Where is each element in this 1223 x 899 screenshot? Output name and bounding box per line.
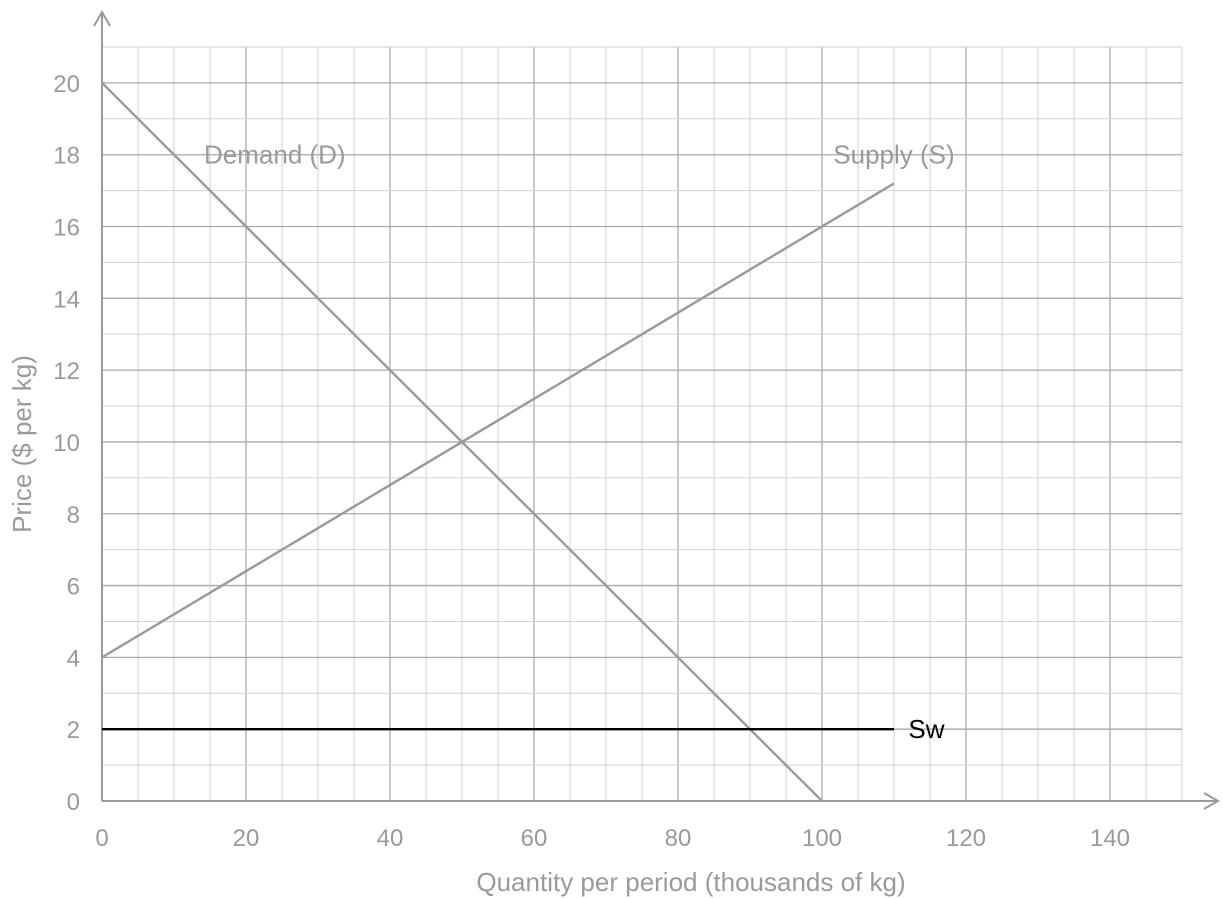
x-axis-title: Quantity per period (thousands of kg)	[476, 867, 905, 897]
x-tick-label: 80	[665, 825, 692, 852]
y-tick-label: 20	[53, 71, 80, 98]
y-axis-title: Price ($ per kg)	[7, 355, 37, 533]
y-tick-label: 10	[53, 430, 80, 457]
y-tick-label: 0	[67, 789, 80, 816]
series-label: Supply (S)	[833, 140, 954, 170]
x-tick-label: 20	[233, 825, 260, 852]
y-tick-label: 8	[67, 502, 80, 529]
x-tick-label: 120	[946, 825, 986, 852]
x-tick-label: 60	[521, 825, 548, 852]
x-tick-labels: 0 20 40 60 80 100 120 140	[95, 825, 1130, 852]
y-tick-labels: 0 2 4 6 8 10 12 14 16 18 20	[53, 71, 80, 816]
x-tick-label: 100	[802, 825, 842, 852]
series-label: Demand (D)	[204, 140, 346, 170]
y-tick-label: 18	[53, 143, 80, 170]
x-axis-arrow	[1203, 792, 1221, 810]
y-tick-label: 16	[53, 215, 80, 242]
series-labels: Demand (D) Supply (S) Sw	[204, 140, 955, 744]
x-tick-label: 0	[95, 825, 108, 852]
series-label: Sw	[908, 714, 944, 744]
x-tick-label: 140	[1090, 825, 1130, 852]
y-tick-label: 4	[67, 645, 80, 672]
axes	[93, 9, 1221, 810]
y-axis-arrow	[93, 9, 111, 27]
x-tick-label: 40	[377, 825, 404, 852]
series-line	[101, 182, 895, 659]
y-tick-label: 6	[67, 574, 80, 601]
y-tick-label: 12	[53, 358, 80, 385]
series-lines	[101, 82, 895, 802]
y-tick-label: 14	[53, 286, 80, 313]
grid	[101, 46, 1183, 802]
y-tick-label: 2	[67, 717, 80, 744]
